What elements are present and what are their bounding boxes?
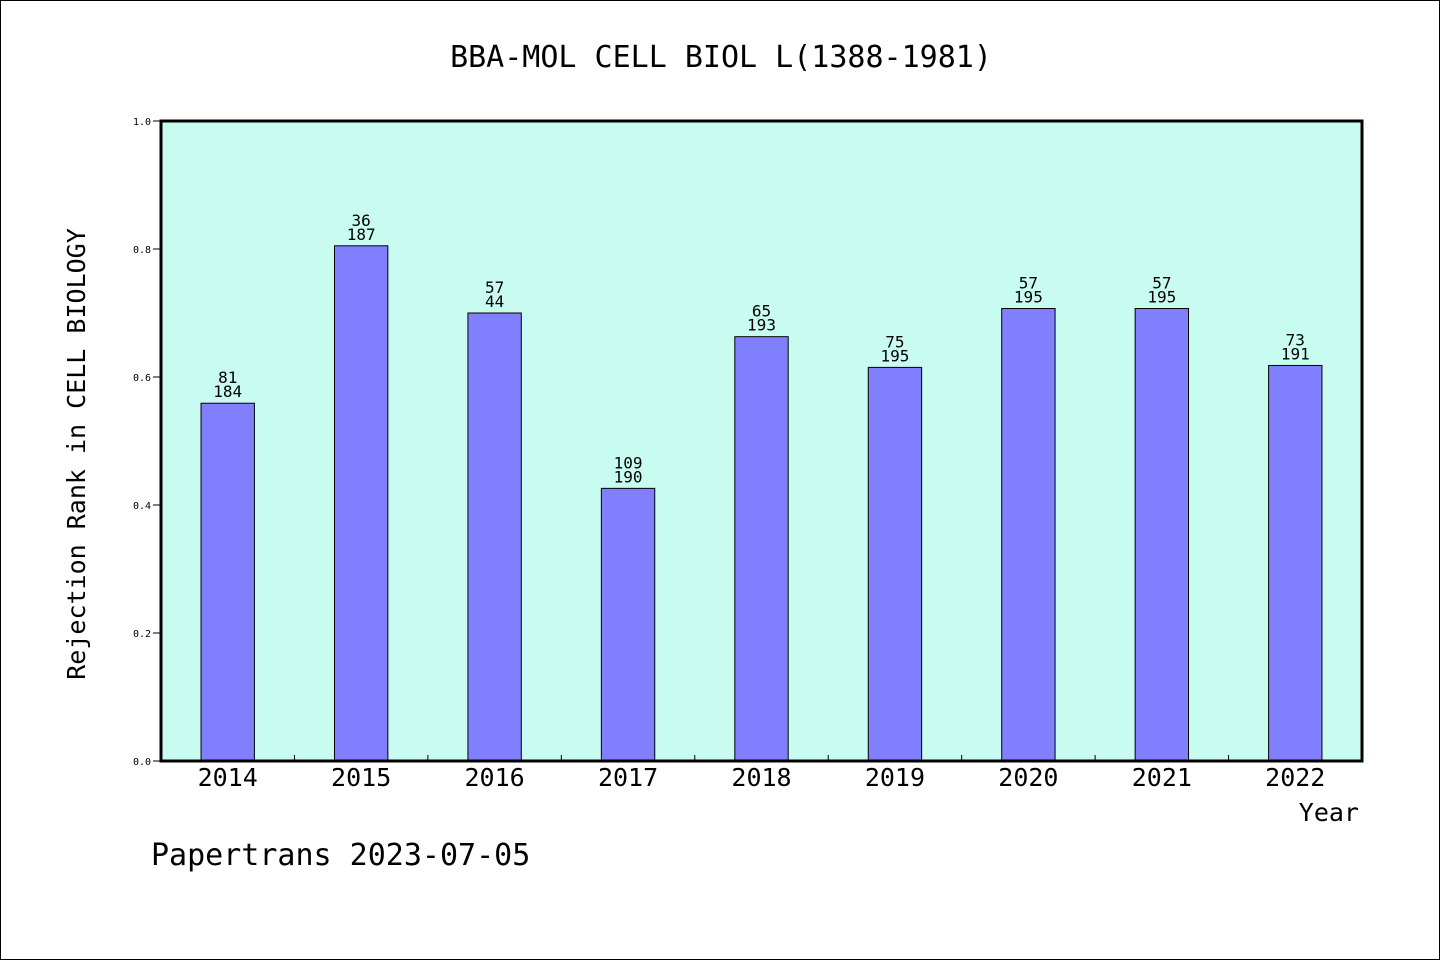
bar-2017 — [600, 487, 656, 762]
bar-2016 — [467, 312, 522, 762]
bar-label-top-2019: 75 — [885, 332, 904, 351]
bar-2022 — [1268, 364, 1323, 762]
plot-border — [159, 119, 1364, 763]
bar-label-top-2018: 65 — [752, 302, 771, 321]
x-tick-label-2020: 2020 — [998, 763, 1058, 792]
y-tick-label-5: 1.0 — [133, 117, 151, 128]
bar-labels-group: 8118436187574410919065193751955719557195… — [213, 211, 1309, 487]
bar-2021 — [1134, 308, 1190, 762]
y-axis-label: Rejection Rank in CELL BIOLOGY — [62, 228, 91, 680]
x-tick-label-2016: 2016 — [465, 763, 525, 792]
bar-2014 — [200, 402, 255, 762]
bar-2019 — [867, 366, 923, 762]
bar-label-top-2017: 109 — [614, 453, 643, 472]
y-tick-label-0: 0.0 — [133, 757, 151, 768]
y-tick-label-3: 0.6 — [133, 373, 151, 384]
chart-title: BBA-MOL CELL BIOL L(1388-1981) — [450, 40, 992, 75]
bar-label-bottom-2020: 195 — [1014, 288, 1043, 307]
bar-2018 — [734, 336, 789, 762]
bar-2020 — [1001, 308, 1056, 762]
bar-label-top-2014: 81 — [218, 368, 237, 387]
bar-label-top-2020: 57 — [1019, 274, 1038, 293]
bar-label-bottom-2018: 193 — [747, 316, 776, 335]
x-tick-label-2019: 2019 — [865, 763, 925, 792]
footer-credit: Papertrans 2023-07-05 — [151, 838, 530, 873]
y-tick-label-2: 0.4 — [133, 501, 151, 512]
x-axis-ticks: 2014 2015 2016 2017 2018 2019 2020 2021 2022 — [198, 755, 1325, 792]
bars-group — [200, 245, 1323, 762]
bar-label-top-2015: 36 — [352, 211, 371, 230]
x-tick-label-2018: 2018 — [731, 763, 791, 792]
x-tick-label-2021: 2021 — [1132, 763, 1192, 792]
bar-label-top-2016: 57 — [485, 278, 504, 297]
y-tick-label-1: 0.2 — [133, 629, 151, 640]
bar-2015 — [333, 245, 389, 762]
bar-label-bottom-2021: 195 — [1147, 288, 1176, 307]
x-tick-label-2014: 2014 — [198, 763, 258, 792]
x-tick-label-2022: 2022 — [1265, 763, 1325, 792]
bar-label-bottom-2016: 44 — [485, 292, 504, 311]
y-axis-ticks: 0.0 0.2 0.4 0.6 0.8 1.0 — [133, 117, 161, 768]
bar-label-bottom-2019: 195 — [880, 346, 909, 365]
bar-label-bottom-2015: 187 — [347, 225, 376, 244]
bar-label-bottom-2022: 191 — [1281, 344, 1310, 363]
x-tick-label-2015: 2015 — [331, 763, 391, 792]
y-tick-label-4: 0.8 — [133, 245, 151, 256]
bar-label-top-2021: 57 — [1152, 274, 1171, 293]
x-axis-label: Year — [1299, 798, 1359, 827]
bar-label-bottom-2014: 184 — [213, 382, 242, 401]
bar-label-bottom-2017: 190 — [614, 467, 643, 486]
x-tick-label-2017: 2017 — [598, 763, 658, 792]
bar-label-top-2022: 73 — [1286, 330, 1305, 349]
